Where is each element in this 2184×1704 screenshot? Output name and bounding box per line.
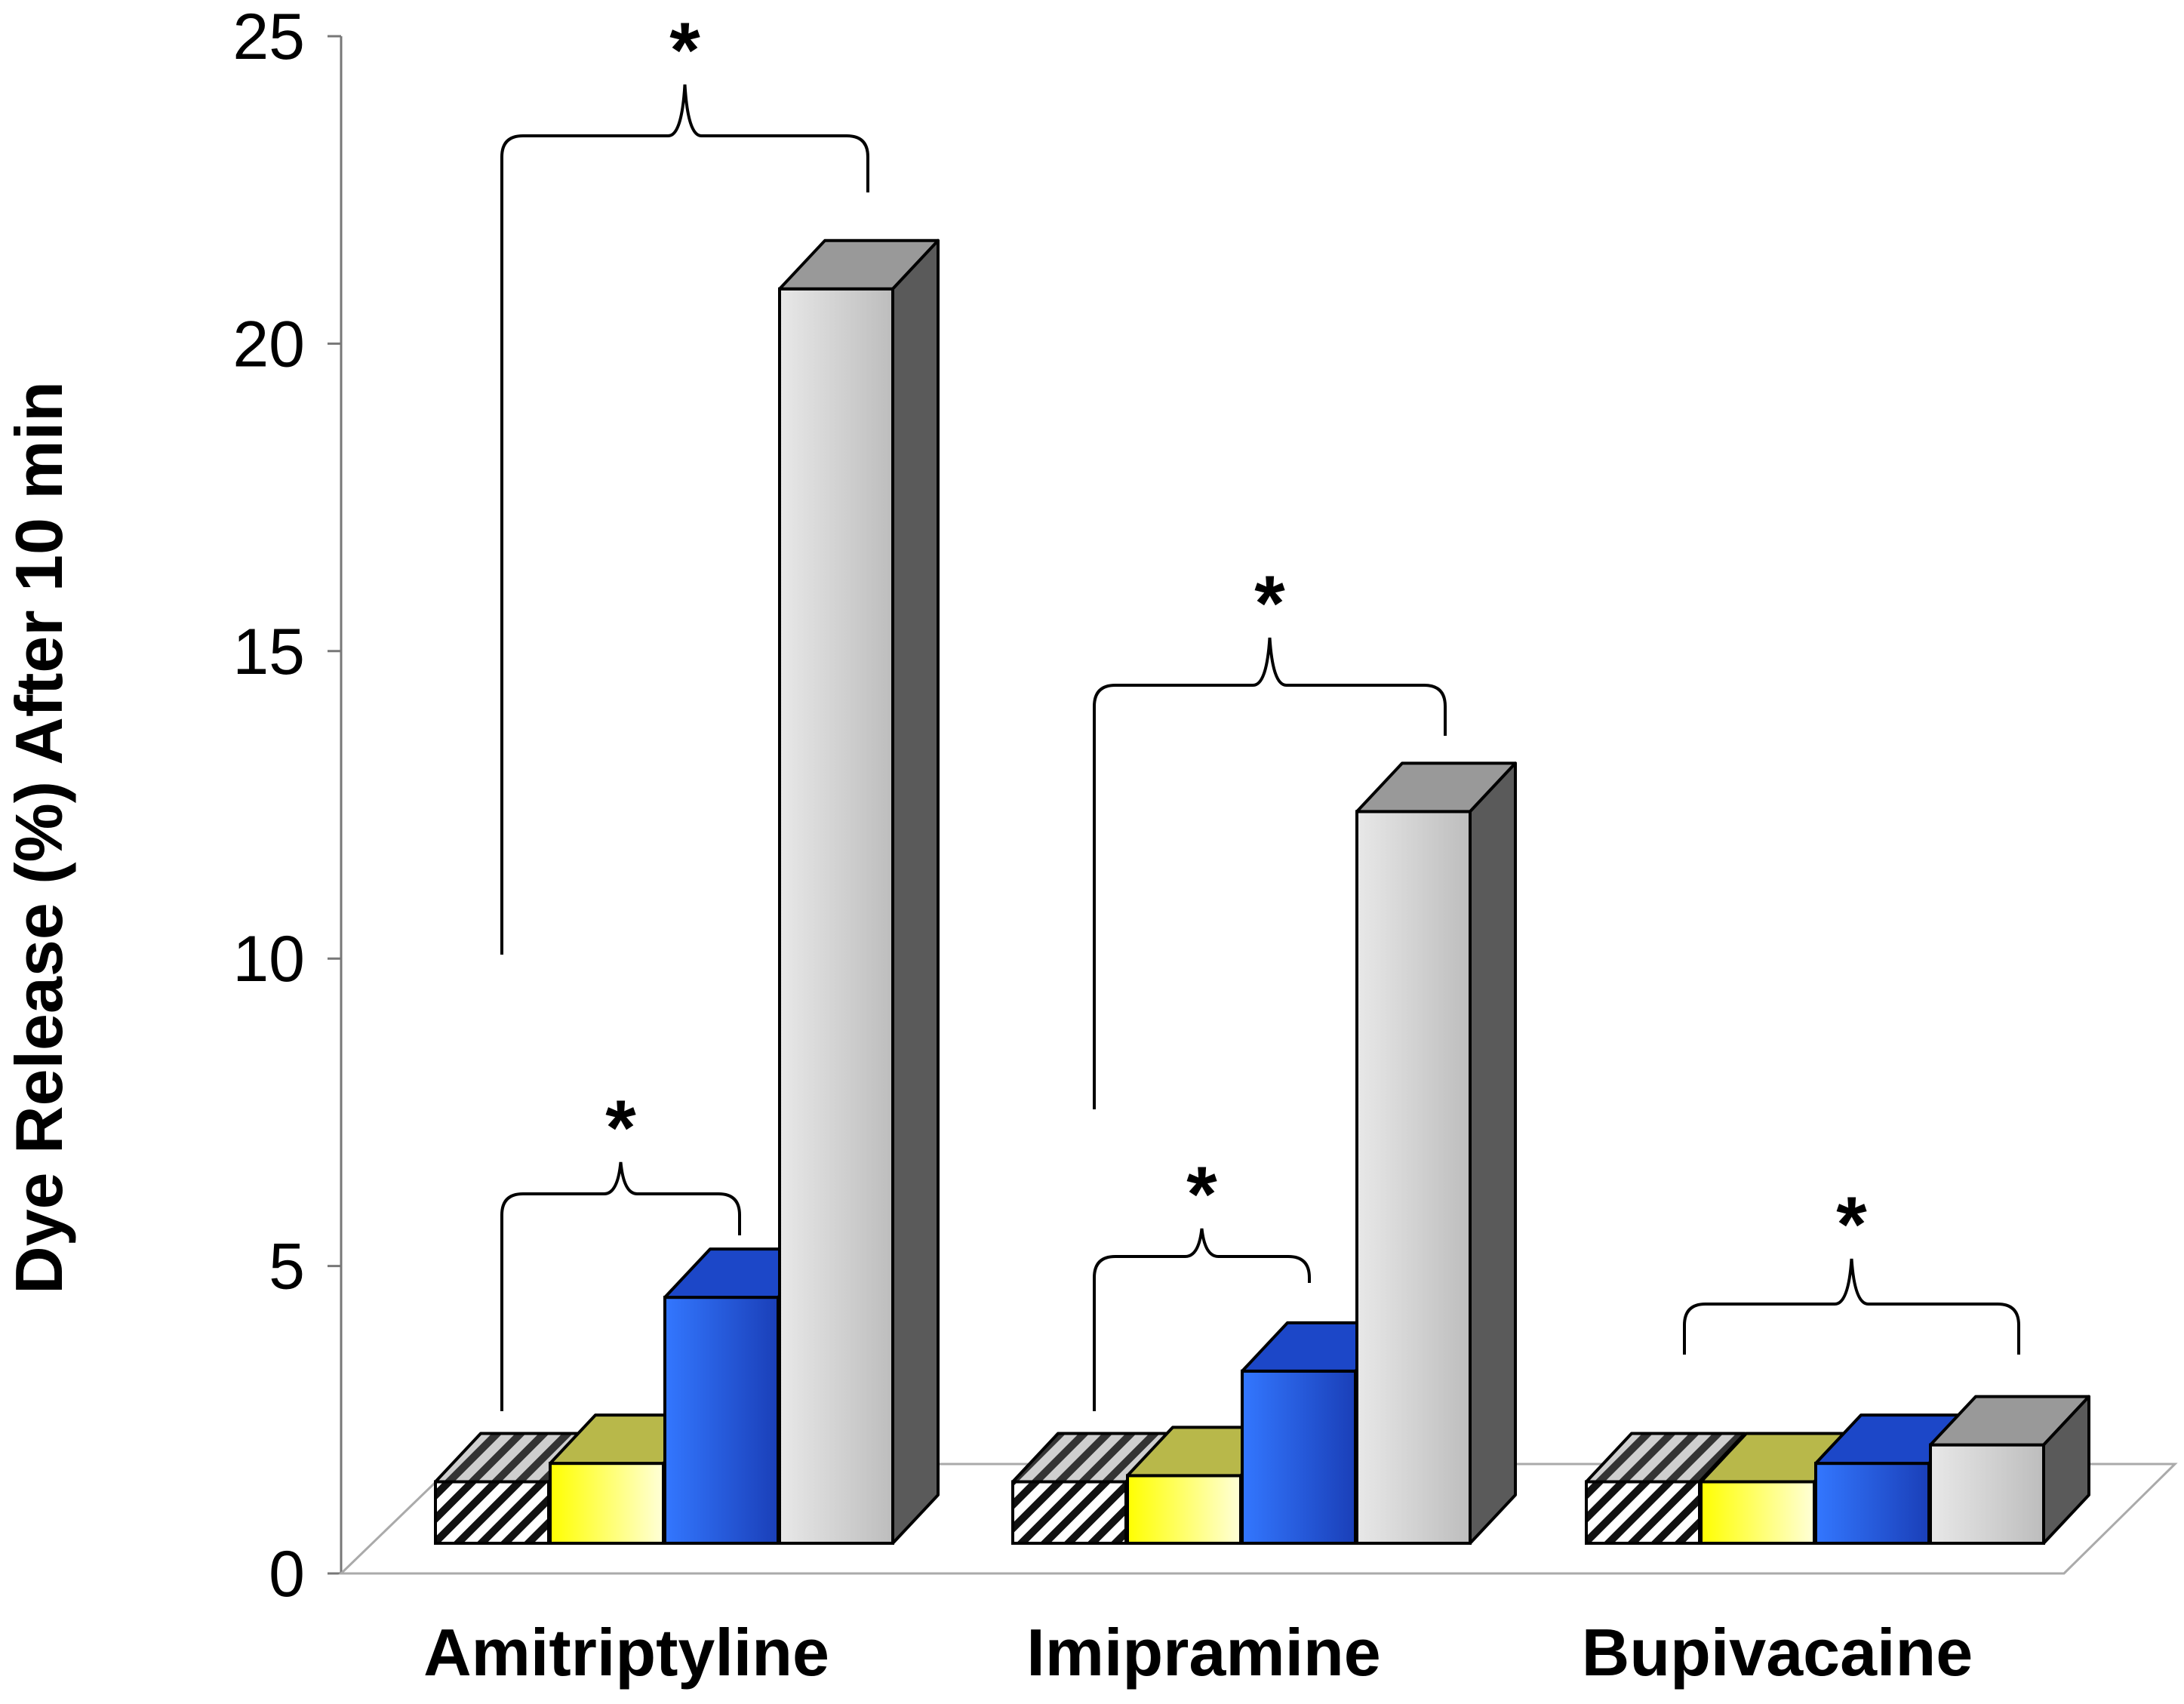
bar-side — [2042, 1395, 2090, 1545]
bar-front — [549, 1462, 665, 1546]
bar-series-3-amitriptyline — [663, 1247, 825, 1545]
bar-front — [1814, 1462, 1930, 1546]
labels: Amitriptyline Imipramine Bupivacaine — [423, 1615, 1973, 1690]
y-axis: 0 5 10 15 20 25 — [232, 1, 343, 1610]
bar-front — [663, 1296, 780, 1545]
bar-front — [1929, 1443, 2045, 1545]
y-tick-label: 0 — [269, 1538, 305, 1610]
y-tick-label: 20 — [232, 308, 305, 380]
bar-side — [891, 238, 940, 1545]
bars — [434, 238, 2090, 1546]
bar-front — [1241, 1369, 1357, 1545]
y-tick-label: 25 — [232, 1, 305, 73]
significance-star: * — [605, 1084, 636, 1172]
significance-bracket — [500, 84, 869, 955]
bar-front — [1011, 1480, 1127, 1546]
bar-series-1-amitriptyline — [434, 1432, 595, 1546]
significance-brackets: * * * * * — [500, 7, 2020, 1411]
bar-series-1-bupivacaine — [1585, 1432, 1746, 1546]
category-label: Imipramine — [1026, 1615, 1380, 1690]
bar-series-4-bupivacaine — [1929, 1395, 2090, 1545]
bar-front — [778, 287, 894, 1546]
bar-front — [1585, 1480, 1701, 1546]
significance-bracket — [1093, 637, 1447, 1109]
significance-bracket — [500, 1161, 741, 1411]
significance-bracket — [1683, 1258, 2020, 1355]
significance-star: * — [1254, 560, 1285, 647]
significance-star: * — [669, 7, 700, 94]
bar-series-4-amitriptyline — [778, 238, 940, 1546]
floor-plane — [338, 1463, 2178, 1575]
bar-side — [1469, 761, 1517, 1545]
y-tick-label: 5 — [269, 1231, 305, 1303]
bar-front — [1126, 1474, 1242, 1545]
category-label: Bupivacaine — [1582, 1615, 1973, 1690]
bar-front — [1700, 1480, 1816, 1546]
y-tick-label: 10 — [232, 923, 305, 995]
bar-front — [1355, 810, 1472, 1545]
y-tick-label: 15 — [232, 616, 305, 688]
chart-floor — [338, 1463, 2178, 1575]
significance-star: * — [1186, 1151, 1217, 1238]
significance-bracket — [1093, 1228, 1311, 1411]
significance-star: * — [1836, 1181, 1867, 1269]
bar-front — [434, 1480, 550, 1546]
category-label: Amitriptyline — [423, 1615, 829, 1690]
y-axis-title: Dye Release (%) After 10 min — [2, 381, 76, 1294]
bar-series-4-imipramine — [1355, 761, 1517, 1545]
bar-series-1-imipramine — [1011, 1432, 1173, 1546]
